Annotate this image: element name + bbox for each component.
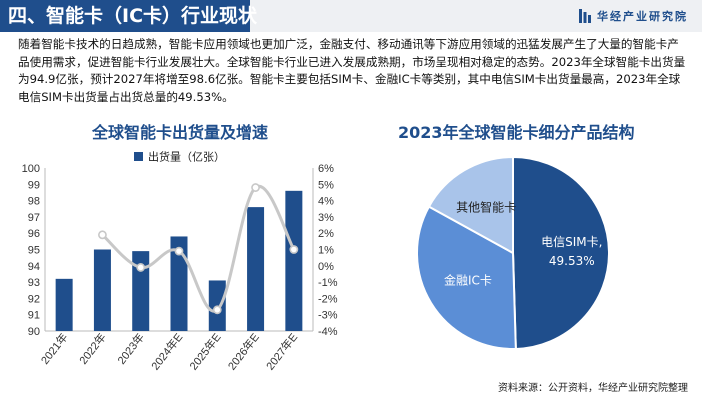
pie-label: 其他智能卡 [456,200,516,215]
growth-point [251,183,260,192]
right-y-tick-label: 1% [318,245,334,257]
right-y-tick-label: 5% [318,179,334,191]
page-title: 四、智能卡（IC卡）行业现状 [8,5,258,27]
right-y-tick-label: -1% [318,277,338,289]
bar [55,278,73,331]
left-y-tick-label: 91 [28,310,40,322]
right-y-tick-label: -2% [318,293,338,305]
left-y-tick-label: 99 [28,179,40,191]
bar [93,249,111,331]
legend-swatch [134,152,143,161]
logo-mark-icon [579,9,591,23]
pie-slice [512,155,610,350]
left-y-tick-label: 94 [28,261,40,273]
left-y-tick-label: 92 [28,293,40,305]
left-y-tick-label: 96 [28,228,40,240]
growth-point [174,246,184,256]
growth-point [212,305,222,315]
right-y-tick-label: 0% [318,261,334,273]
bar [170,236,188,331]
left-y-tick-label: 95 [28,245,40,257]
logo: 华经产业研究院 [579,8,688,24]
left-y-tick-label: 93 [28,277,40,289]
right-y-tick-label: 6% [318,163,334,175]
legend-label: 出货量（亿张） [148,150,225,164]
growth-point [136,263,146,272]
pie-label: 金融IC卡 [444,273,492,288]
right-y-tick-label: -4% [318,326,338,338]
pie-value-label: 49.53% [549,254,595,268]
left-y-tick-label: 90 [28,326,40,338]
bar [247,207,265,331]
right-y-tick-label: 3% [318,212,334,224]
growth-point [98,230,107,240]
pie-label: 电信SIM卡, [541,235,602,249]
left-y-tick-label: 100 [22,163,40,175]
left-y-tick-label: 97 [28,212,40,224]
pie-slice [416,205,517,350]
growth-point [289,245,299,254]
header-bar: 四、智能卡（IC卡）行业现状 华经产业研究院 [0,0,702,32]
right-y-tick-label: -3% [318,310,338,322]
right-y-tick-label: 4% [318,196,334,208]
right-y-tick-label: 2% [318,228,334,240]
left-chart-title: 全球智能卡出货量及增速 [92,123,269,142]
intro-paragraph: 随着智能卡技术的日趋成熟，智能卡应用领域也更加广泛，金融支付、移动通讯等下游应用… [18,37,686,104]
source-note: 资料来源：公开资料，华经产业研究院整理 [498,383,688,394]
logo-text: 华经产业研究院 [597,10,688,23]
header-accent [0,0,250,32]
bar [132,251,150,331]
bar [285,190,303,331]
pie-slice [427,155,514,255]
right-chart-title: 2023年全球智能卡细分产品结构 [398,123,635,142]
left-y-tick-label: 98 [28,196,40,208]
